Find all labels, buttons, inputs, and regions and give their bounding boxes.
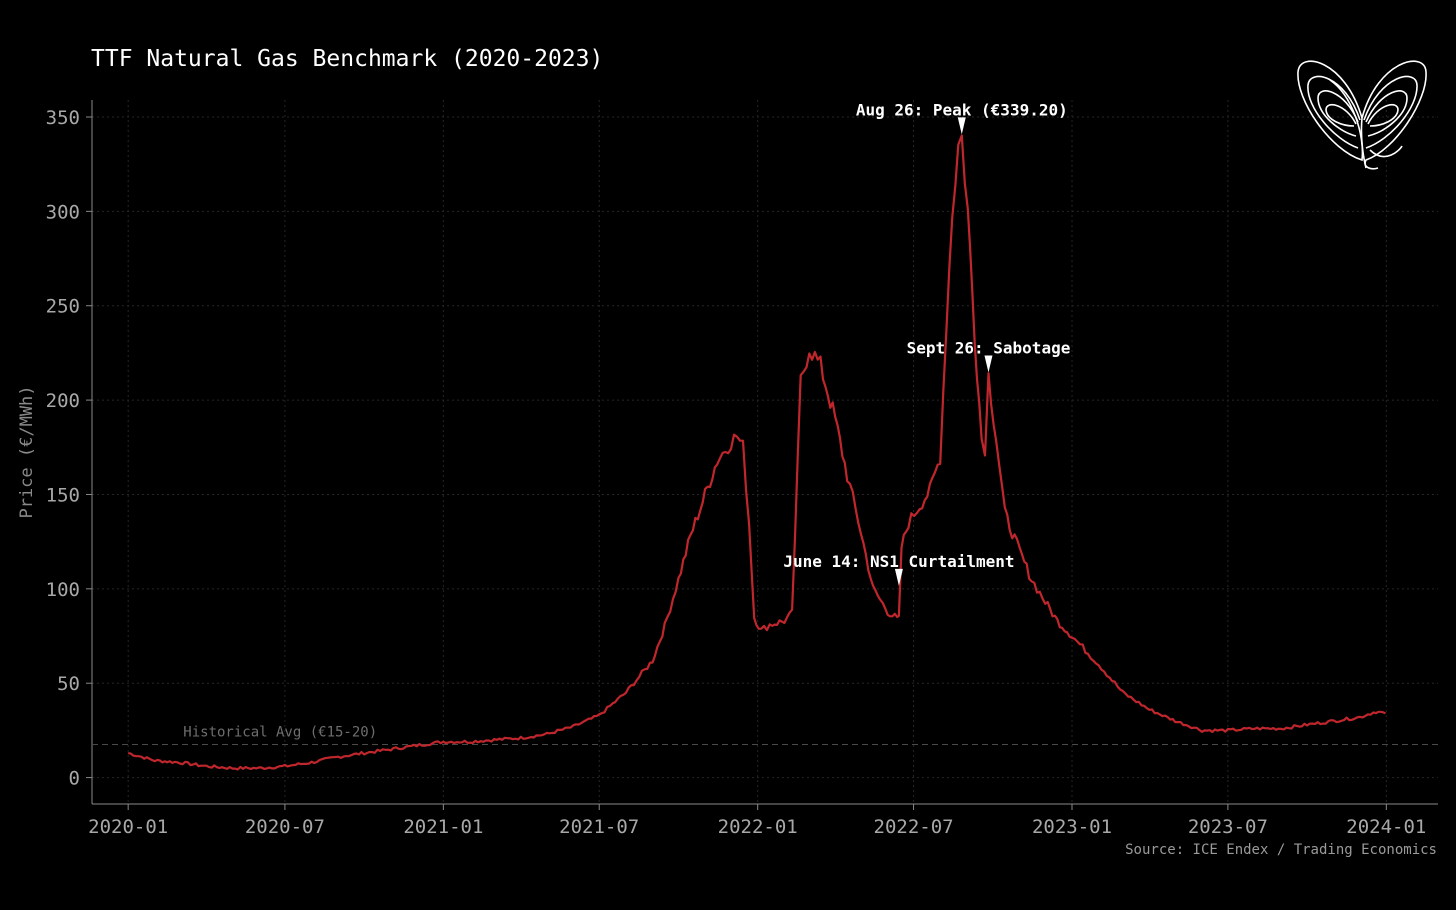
- y-ticks: 0 50 100 150 200 250 300 350: [46, 107, 92, 790]
- x-ticks: 2020-01 2020-07 2021-01 2021-07 2022-01 2022-…: [88, 804, 1426, 838]
- annotation-label: Aug 26: Peak (€339.20): [856, 100, 1068, 119]
- x-tick-label: 2024-01: [1346, 816, 1426, 838]
- y-axis-label: Price (€/MWh): [17, 385, 37, 518]
- x-tick-label: 2022-01: [718, 816, 798, 838]
- y-tick-label: 350: [46, 107, 80, 129]
- chart-title: TTF Natural Gas Benchmark (2020-2023): [91, 46, 603, 72]
- annotation-arrow: [894, 568, 903, 586]
- x-tick-label: 2021-07: [559, 816, 639, 838]
- y-tick-label: 0: [69, 768, 80, 790]
- y-tick-label: 250: [46, 296, 80, 318]
- y-tick-label: 150: [46, 484, 80, 506]
- axes: [91, 100, 1438, 805]
- annotations: Aug 26: Peak (€339.20) Sept 26: Sabotage J…: [783, 100, 1071, 586]
- x-tick-label: 2020-07: [245, 816, 325, 838]
- y-tick-label: 100: [46, 579, 80, 601]
- x-tick-label: 2020-01: [88, 816, 168, 838]
- annotation-label: Sept 26: Sabotage: [907, 339, 1071, 358]
- grid: [92, 100, 1438, 804]
- x-tick-label: 2023-01: [1032, 816, 1112, 838]
- x-tick-label: 2021-01: [403, 816, 483, 838]
- y-tick-label: 300: [46, 201, 80, 223]
- annotation-arrow: [984, 355, 993, 373]
- y-tick-label: 200: [46, 390, 80, 412]
- annotation-label: June 14: NS1 Curtailment: [783, 552, 1014, 571]
- annotation-arrow: [957, 117, 966, 135]
- historical-avg-label: Historical Avg (€15-20): [183, 725, 377, 741]
- series-line: [127, 134, 1386, 771]
- x-tick-label: 2023-07: [1188, 816, 1268, 838]
- lorenz-attractor-icon: [1297, 60, 1427, 170]
- x-tick-label: 2022-07: [874, 816, 954, 838]
- source-note: Source: ICE Endex / Trading Economics: [1125, 842, 1437, 858]
- y-tick-label: 50: [57, 673, 80, 695]
